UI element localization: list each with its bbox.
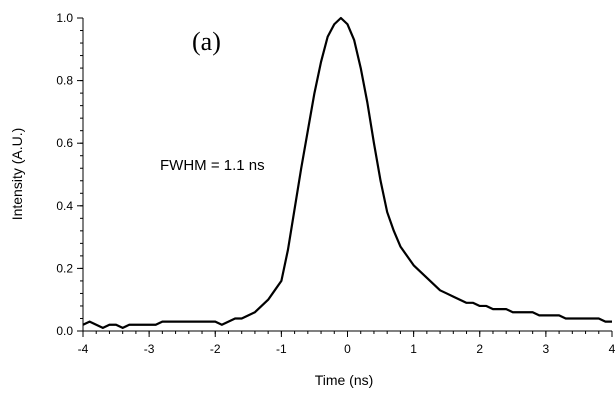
x-tick-label: 1 <box>410 342 417 356</box>
x-tick-label: 2 <box>476 342 483 356</box>
y-axis: 0.0 0.2 0.4 0.6 0.8 1.0 <box>56 11 83 338</box>
plot-frame <box>82 18 612 332</box>
y-tick-label: 0.6 <box>56 136 73 150</box>
x-tick-label: 3 <box>543 342 550 356</box>
x-tick-label: -3 <box>144 342 155 356</box>
y-tick-label: 0.0 <box>56 324 73 338</box>
intensity-line <box>82 16 612 329</box>
y-tick-label: 0.4 <box>56 199 73 213</box>
x-tick-label: -4 <box>78 342 89 356</box>
y-tick-label: 0.2 <box>56 261 73 275</box>
series-layer <box>82 16 612 329</box>
x-tick-label: -1 <box>276 342 287 356</box>
y-axis-title: Intensity (A.U.) <box>9 128 25 221</box>
panel-label: (a) <box>192 27 221 56</box>
x-tick-label: -2 <box>210 342 221 356</box>
x-tick-label: 4 <box>609 342 615 356</box>
y-tick-label: 1.0 <box>56 11 73 25</box>
x-tick-label: 0 <box>344 342 351 356</box>
y-tick-label: 0.8 <box>56 74 73 88</box>
x-axis-title: Time (ns) <box>315 372 374 388</box>
fwhm-annotation: FWHM = 1.1 ns <box>160 157 265 174</box>
x-axis: -4 -3 -2 -1 0 1 2 3 4 <box>78 331 615 356</box>
